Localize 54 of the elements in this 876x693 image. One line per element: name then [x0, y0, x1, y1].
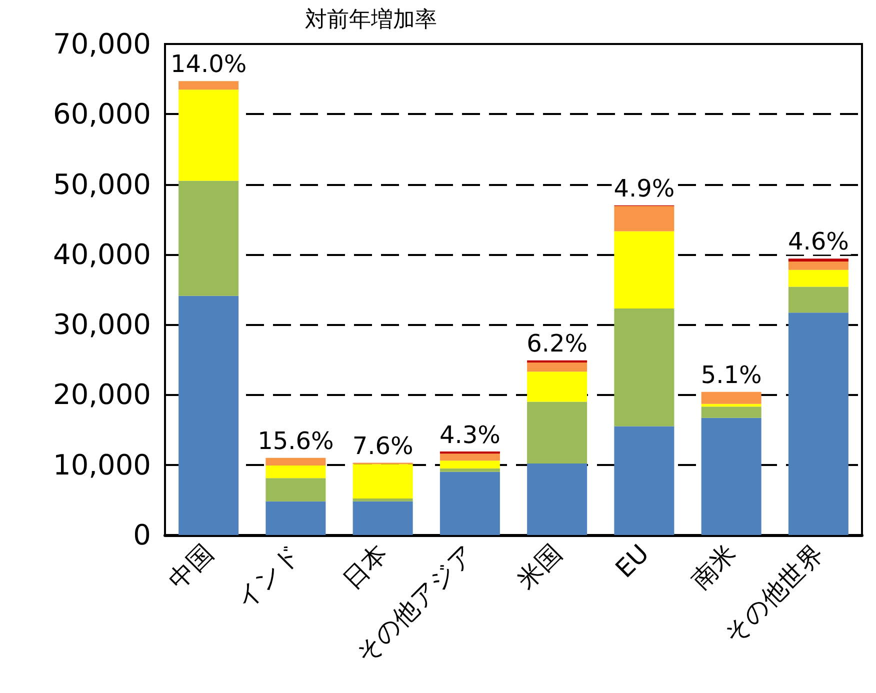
y-tick-label: 60,000 [53, 98, 151, 131]
annotation: 4.6% [788, 228, 849, 256]
bar [440, 472, 500, 535]
annotation: 4.9% [614, 174, 675, 202]
bar [788, 261, 848, 270]
x-tick-label: 中国 [162, 538, 219, 595]
x-tick-label: インド [230, 538, 306, 614]
bar [527, 372, 588, 402]
bar [701, 418, 762, 535]
bar [527, 362, 588, 372]
y-tick-label: 30,000 [53, 308, 151, 342]
bar [178, 296, 239, 535]
bar [527, 463, 588, 535]
annotation: 5.1% [700, 360, 762, 389]
bar [266, 458, 326, 466]
annotation: 15.6% [258, 426, 334, 455]
bar [614, 308, 674, 426]
annotation: 7.6% [352, 432, 414, 460]
y-tick-label: 40,000 [53, 238, 151, 271]
bar [352, 501, 413, 535]
bar [788, 312, 848, 535]
bar [701, 406, 762, 418]
bar [614, 426, 674, 535]
y-tick-label: 70,000 [53, 28, 151, 60]
bar [788, 270, 848, 287]
annotation: 4.3% [439, 421, 500, 450]
bar [178, 81, 239, 90]
x-tick-label: 米国 [511, 538, 568, 595]
bar [614, 231, 674, 308]
y-tick-label: 0 [133, 518, 151, 552]
bar [352, 464, 413, 499]
bar [178, 180, 239, 296]
bar [266, 466, 326, 478]
bar [266, 478, 326, 502]
y-tick-label: 10,000 [53, 448, 151, 482]
bar [788, 286, 848, 313]
chart-title: 対前年増加率 [305, 8, 437, 32]
bar [788, 258, 848, 262]
y-tick-label: 20,000 [53, 378, 151, 412]
bar [440, 454, 500, 461]
bar [440, 468, 500, 472]
x-tick-label: 日本 [337, 538, 394, 595]
bar [178, 90, 239, 181]
bar [614, 206, 674, 232]
bar [701, 392, 762, 404]
x-tick-label: EU [610, 538, 654, 584]
bar [440, 460, 500, 468]
bar [352, 498, 413, 502]
annotation: 14.0% [170, 50, 247, 78]
y-tick-label: 50,000 [53, 168, 151, 201]
annotation: 6.2% [526, 329, 588, 358]
x-tick-label: 南米 [686, 538, 742, 595]
bar [266, 501, 326, 535]
bar [527, 402, 588, 464]
